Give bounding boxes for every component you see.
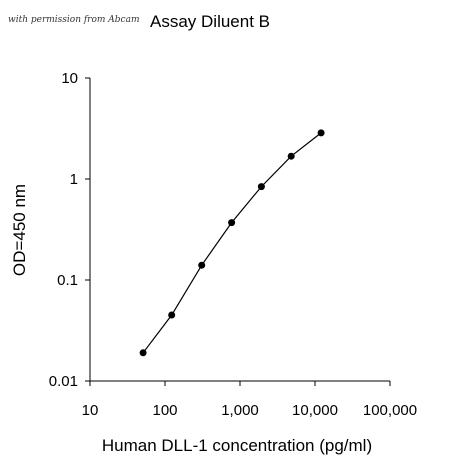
series-line-group — [142, 132, 322, 354]
y-tick-label: 1 — [70, 171, 78, 188]
y-tick-label: 0.1 — [57, 272, 78, 289]
series-points-group — [139, 129, 325, 357]
x-axis-title: Human DLL-1 concentration (pg/ml) — [102, 436, 372, 455]
y-tick-label: 0.01 — [49, 373, 78, 390]
chart-title: Assay Diluent B — [150, 12, 270, 31]
x-tick-label: 100 — [152, 402, 177, 419]
y-tick-label: 10 — [61, 70, 78, 87]
x-ticks: 10 100 1,000 10,000 100,000 — [82, 381, 417, 419]
y-ticks: 0.01 0.1 1 10 — [49, 70, 90, 390]
x-tick-label: 10,000 — [292, 402, 338, 419]
plot-axes — [89, 78, 390, 382]
data-point — [228, 219, 236, 227]
data-point — [287, 152, 295, 160]
data-point — [139, 349, 147, 357]
x-tick-label: 10 — [82, 402, 99, 419]
watermark-text: with permission from Abcam — [8, 15, 140, 25]
data-point — [168, 311, 176, 319]
x-tick-label: 100,000 — [363, 402, 417, 419]
x-tick-label: 1,000 — [221, 402, 259, 419]
data-point — [198, 261, 206, 269]
series-line — [142, 132, 322, 354]
data-point — [317, 129, 325, 137]
y-axis-title: OD=450 nm — [10, 184, 29, 276]
data-point — [257, 183, 265, 191]
